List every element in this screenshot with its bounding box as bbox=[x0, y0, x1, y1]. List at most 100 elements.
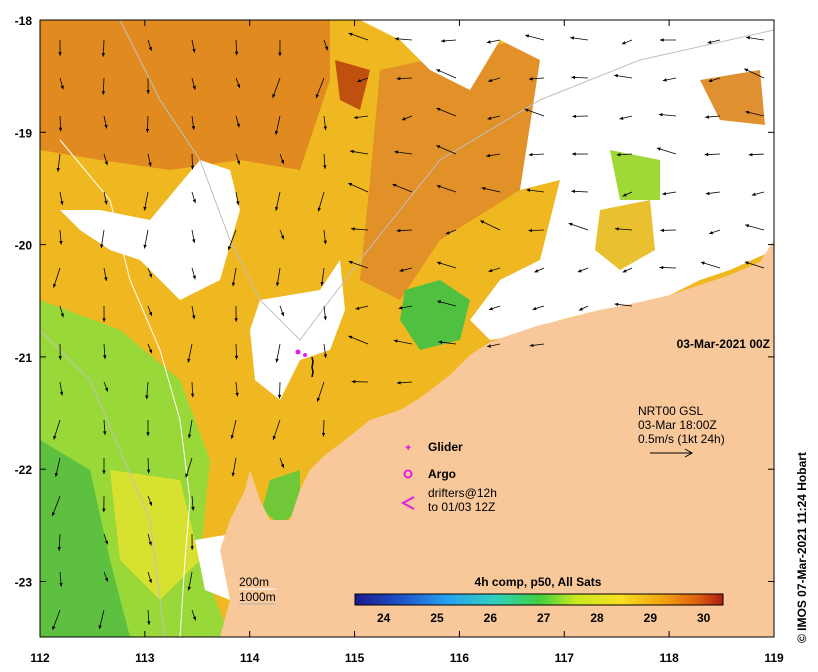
current-arrow-head bbox=[190, 546, 194, 550]
current-arrow-head bbox=[104, 124, 108, 129]
current-arrow-head bbox=[185, 473, 189, 478]
current-arrow-head bbox=[148, 162, 152, 167]
current-arrow-head bbox=[656, 147, 661, 151]
sst-coastal-green bbox=[400, 280, 470, 350]
current-arrow-head bbox=[236, 123, 240, 128]
drifter-track bbox=[311, 356, 314, 378]
current-arrow-head bbox=[394, 150, 399, 154]
x-tick-label: 117 bbox=[555, 651, 575, 665]
date-label: 03-Mar-2021 00Z bbox=[677, 337, 770, 351]
current-arrow-head bbox=[148, 501, 153, 506]
current-arrow-head bbox=[57, 547, 62, 551]
current-arrow-head bbox=[145, 395, 149, 400]
current-arrow-head bbox=[58, 52, 62, 56]
current-arrow-head bbox=[353, 115, 358, 120]
isobath-200m-line bbox=[59, 139, 191, 637]
current-arrow-head bbox=[445, 231, 450, 235]
current-arrow-head bbox=[192, 85, 196, 90]
cloud-region-middle bbox=[250, 260, 345, 400]
x-tick-label: 113 bbox=[135, 651, 155, 665]
current-arrow-head bbox=[745, 224, 750, 228]
current-arrow-head bbox=[236, 160, 241, 165]
current-arrow-head bbox=[323, 240, 327, 245]
current-arrow-head bbox=[102, 508, 106, 513]
drifters-legend: drifters@12h to 01/03 12Z bbox=[400, 486, 497, 514]
colorbar-tick-label: 30 bbox=[697, 611, 711, 625]
current-arrow-head bbox=[438, 340, 443, 344]
current-arrow-head bbox=[746, 36, 750, 40]
drifter-symbol bbox=[400, 496, 415, 510]
current-arrow-head bbox=[280, 159, 285, 164]
current-arrow-head bbox=[191, 315, 196, 320]
current-arrow-head bbox=[104, 277, 108, 281]
current-arrow-head bbox=[272, 435, 276, 440]
current-arrow-head bbox=[709, 230, 714, 235]
current-arrow-head bbox=[146, 90, 150, 94]
current-arrow-head bbox=[60, 313, 64, 318]
current-arrow-head bbox=[191, 506, 195, 511]
current-arrow-head bbox=[103, 355, 107, 359]
current-arrow-head bbox=[487, 116, 492, 120]
current-arrow-head bbox=[529, 77, 533, 81]
current-arrow-head bbox=[192, 199, 196, 204]
x-axis: 112 113 114 115 116 117 118 119 bbox=[30, 20, 784, 665]
current-arrow-head bbox=[275, 358, 279, 363]
current-arrow-head bbox=[571, 75, 576, 80]
current-arrow-head bbox=[190, 165, 195, 170]
land-mass bbox=[220, 240, 774, 637]
x-tick-label: 112 bbox=[30, 651, 50, 665]
current-arrow-head bbox=[104, 200, 108, 205]
isobath-200-label: 200m bbox=[239, 575, 269, 589]
current-arrow-head bbox=[399, 268, 404, 272]
current-arrow-head bbox=[104, 577, 109, 582]
current-arrow-head bbox=[280, 463, 285, 468]
y-tick-label: -18 bbox=[15, 14, 33, 28]
colorbar-tick-label: 26 bbox=[484, 611, 498, 625]
sst-warm-region bbox=[40, 20, 330, 170]
current-arrow-head bbox=[355, 306, 360, 310]
glider-symbol: ✦ bbox=[404, 443, 412, 454]
current-arrow-head bbox=[104, 540, 109, 545]
current-arrow-head bbox=[568, 222, 573, 227]
current-arrow-head bbox=[529, 343, 534, 348]
current-arrow-head bbox=[707, 40, 712, 44]
current-arrow-head bbox=[748, 152, 753, 157]
current-arrow-head bbox=[525, 34, 530, 38]
current-arrow-head bbox=[323, 354, 328, 358]
current-arrow-head bbox=[278, 52, 282, 57]
y-tick-label: -19 bbox=[15, 126, 33, 140]
current-arrow-head bbox=[52, 626, 56, 631]
colorbar-tick-label: 27 bbox=[537, 611, 551, 625]
current-arrow-head bbox=[487, 344, 491, 348]
current-arrow-head bbox=[143, 206, 147, 211]
current-arrow-head bbox=[148, 46, 153, 51]
current-arrow-head bbox=[570, 36, 575, 40]
y-tick-label: -20 bbox=[15, 239, 33, 253]
current-arrow-head bbox=[320, 281, 324, 286]
current-arrow-head bbox=[660, 228, 665, 233]
current-arrow-head bbox=[323, 165, 327, 169]
current-arrow-head bbox=[528, 228, 533, 233]
current-arrow-head bbox=[662, 78, 667, 82]
current-arrow-head bbox=[705, 191, 710, 196]
current-arrow-head bbox=[234, 355, 239, 360]
isobath-1000-label: 1000m bbox=[239, 590, 276, 604]
current-arrow-head bbox=[396, 76, 401, 81]
current-arrow-head bbox=[236, 83, 241, 88]
current-arrow-head bbox=[619, 116, 624, 120]
current-arrow-head bbox=[481, 186, 486, 191]
current-arrow-head bbox=[658, 113, 663, 117]
current-arrow-head bbox=[396, 381, 401, 385]
current-arrow-head bbox=[147, 621, 151, 625]
current-arrow-head bbox=[148, 541, 152, 546]
current-arrow-head bbox=[60, 201, 64, 205]
current-arrow-head bbox=[488, 78, 493, 83]
current-vector-field bbox=[51, 32, 765, 631]
argo-legend: Argo bbox=[403, 467, 456, 481]
current-arrow-head bbox=[60, 85, 64, 90]
current-arrow-head bbox=[348, 32, 353, 36]
colorbar-gradient bbox=[354, 593, 724, 606]
current-arrow-head bbox=[614, 302, 619, 307]
current-scale-arrow bbox=[650, 448, 694, 458]
isobath-1000m-line bbox=[119, 20, 774, 341]
